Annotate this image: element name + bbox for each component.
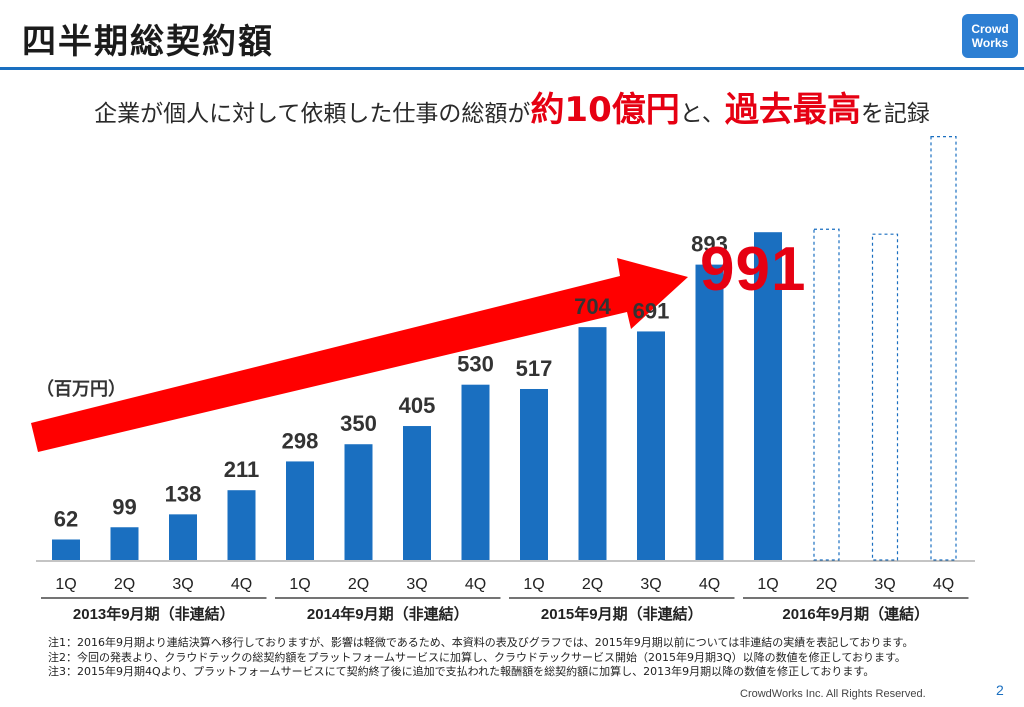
subtitle-part1: 企業が個人に対して依頼した仕事の総額が — [94, 101, 531, 127]
tick-label: 2Q — [582, 576, 603, 593]
bar-4Q-11 — [695, 264, 724, 560]
tick-label: 4Q — [231, 576, 252, 593]
value-label: 530 — [457, 352, 494, 377]
bar-2Q-5 — [344, 444, 373, 560]
value-label: 99 — [112, 494, 136, 519]
tick-label: 2Q — [816, 576, 837, 593]
tick-label: 1Q — [523, 576, 544, 593]
value-label: 350 — [340, 411, 377, 436]
highlight-value: 991 — [700, 235, 807, 304]
tick-label: 3Q — [172, 576, 193, 593]
footnote-3: 注3：2015年9月期4Qより、プラットフォームサービスにて契約終了後に追加で支… — [48, 665, 875, 678]
bar-2Q-1 — [110, 527, 139, 560]
header-rule — [0, 67, 1024, 70]
tick-label: 4Q — [465, 576, 486, 593]
tick-label: 3Q — [640, 576, 661, 593]
value-label: 62 — [54, 506, 78, 531]
bar-4Q-7 — [461, 384, 490, 560]
value-label: 517 — [516, 356, 553, 381]
value-label: 893 — [691, 232, 728, 257]
value-label: 298 — [282, 428, 319, 453]
bar-3Q-6 — [403, 426, 431, 560]
subtitle-highlight1: 約10億円 — [530, 90, 680, 130]
logo-line1: Crowd — [971, 22, 1009, 36]
group-label: 2016年9月期（連結） — [782, 605, 929, 623]
bar-1Q-8 — [520, 388, 548, 560]
value-label: 138 — [165, 481, 202, 506]
bar-1Q-4 — [286, 461, 314, 560]
tick-label: 2Q — [348, 576, 369, 593]
footnotes: 注1：2016年9月期より連結決算へ移行しておりますが、影響は軽微であるため、本… — [48, 636, 913, 680]
bar-3Q-10 — [637, 331, 665, 560]
copyright: CrowdWorks Inc. All Rights Reserved. — [740, 688, 926, 700]
bar-1Q-12 — [754, 232, 782, 560]
value-label: 211 — [224, 457, 260, 482]
placeholder-bar-13 — [813, 228, 840, 561]
tick-label: 3Q — [874, 576, 895, 593]
group-label: 2015年9月期（非連結） — [541, 605, 703, 623]
tick-label: 3Q — [406, 576, 427, 593]
tick-label: 2Q — [114, 576, 135, 593]
tick-label: 1Q — [55, 576, 76, 593]
page-title: 四半期総契約額 — [22, 22, 274, 62]
group-label: 2013年9月期（非連結） — [73, 605, 235, 623]
bar-1Q-0 — [52, 539, 80, 560]
placeholder-bar-15 — [930, 136, 957, 561]
value-label: 405 — [399, 393, 436, 418]
growth-arrow — [31, 258, 688, 452]
value-label: 691 — [633, 298, 670, 323]
tick-label: 1Q — [757, 576, 778, 593]
group-label: 2014年9月期（非連結） — [307, 605, 469, 623]
page-number: 2 — [996, 682, 1004, 698]
tick-label: 1Q — [289, 576, 310, 593]
value-label: 704 — [574, 294, 611, 319]
subtitle-part2: と、 — [679, 101, 725, 127]
unit-label: （百万円） — [36, 379, 126, 400]
tick-label: 4Q — [699, 576, 720, 593]
subtitle-part3: を記録 — [860, 101, 930, 127]
subtitle: 企業が個人に対して依頼した仕事の総額が約10億円と、過去最高を記録 — [0, 82, 1024, 131]
logo-line2: Works — [971, 36, 1009, 50]
bar-2Q-9 — [578, 327, 607, 560]
footnote-1: 注1：2016年9月期より連結決算へ移行しておりますが、影響は軽微であるため、本… — [48, 636, 914, 649]
placeholder-bar-14 — [871, 233, 899, 561]
subtitle-highlight2: 過去最高 — [724, 90, 861, 130]
crowdworks-logo: Crowd Works — [962, 14, 1018, 58]
bar-4Q-3 — [227, 490, 256, 560]
footnote-2: 注2：今回の発表より、クラウドテックの総契約額をプラットフォームサービスに加算し… — [48, 650, 906, 664]
tick-label: 4Q — [933, 576, 954, 593]
bar-3Q-2 — [169, 514, 197, 560]
